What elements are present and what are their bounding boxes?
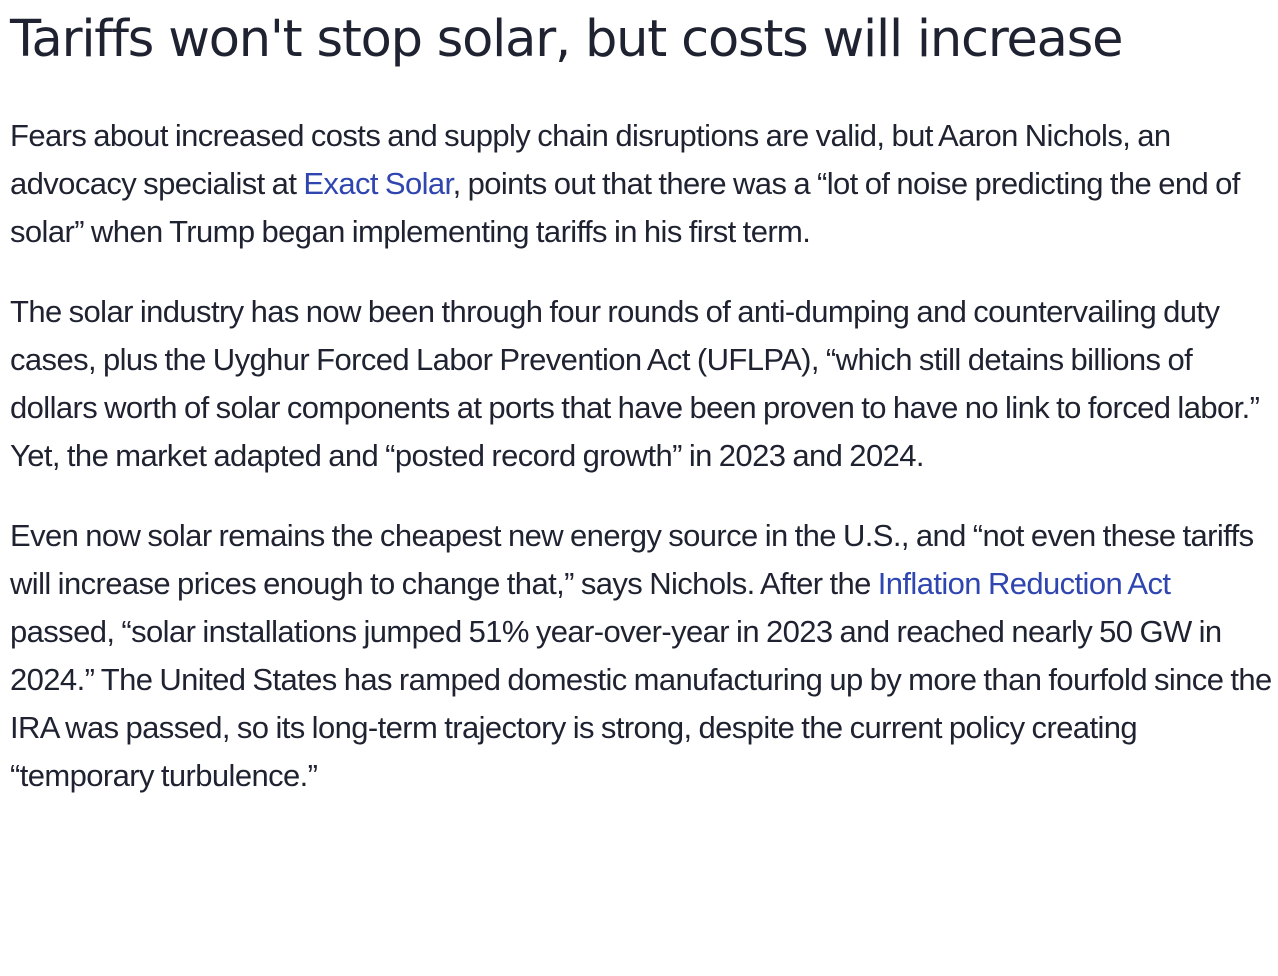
paragraph-1: Fears about increased costs and supply c… [10,112,1272,256]
article-heading: Tariffs won't stop solar, but costs will… [10,10,1123,69]
inflation-reduction-act-link[interactable]: Inflation Reduction Act [877,566,1171,601]
article: Tariffs won't stop solar, but costs will… [10,0,1272,800]
paragraph-2: The solar industry has now been through … [10,294,1260,473]
paragraph-3: Even now solar remains the cheapest new … [10,512,1272,800]
paragraph-3-text-after: passed, “solar installations jumped 51% … [10,614,1272,793]
paragraph-3-text-before: Even now solar remains the cheapest new … [10,518,1254,601]
paragraph-1-text-after: , points out that there was a “lot of no… [10,166,1240,249]
exact-solar-link[interactable]: Exact Solar [303,166,453,201]
paragraph-1-text-before: Fears about increased costs and supply c… [10,118,1171,201]
